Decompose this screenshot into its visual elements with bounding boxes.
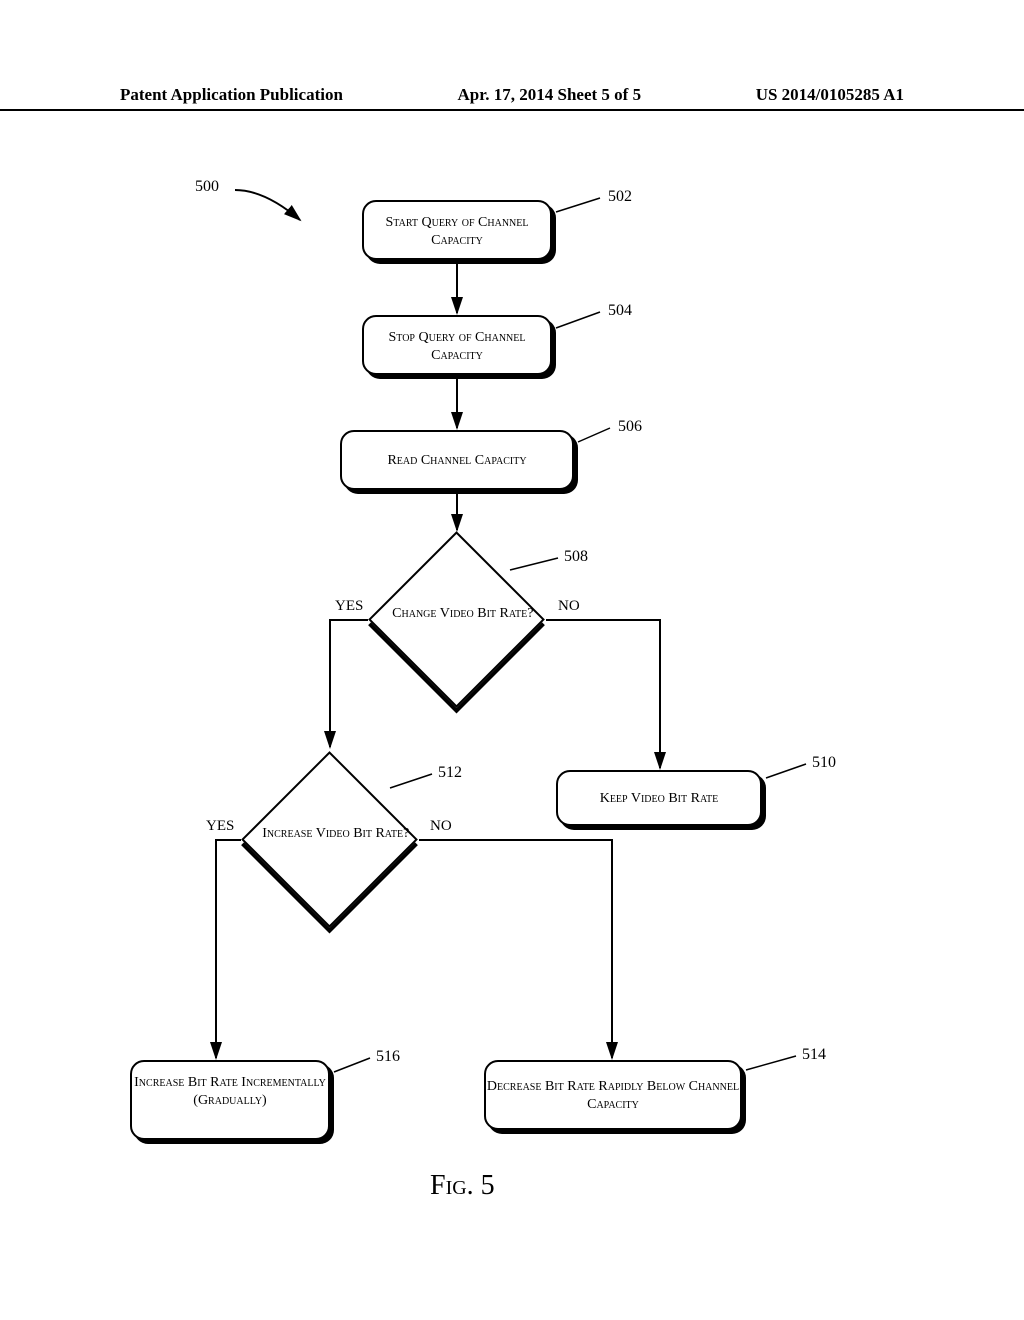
diamond-change-bitrate: Change Video Bit Rate? bbox=[368, 531, 545, 708]
label-512-no: NO bbox=[430, 818, 452, 835]
diamond-512-text: Increase Video Bit Rate? bbox=[256, 824, 416, 842]
figure-label: Fig. 5 bbox=[430, 1170, 495, 1202]
header-right: US 2014/0105285 A1 bbox=[756, 85, 904, 105]
box-read-capacity: Read Channel Capacity bbox=[340, 430, 574, 490]
label-508-no: NO bbox=[558, 598, 580, 615]
diamond-508-text: Change Video Bit Rate? bbox=[383, 604, 543, 622]
box-decrease-bitrate: Decrease Bit Rate Rapidly Below Channel … bbox=[484, 1060, 742, 1130]
ref-510: 510 bbox=[812, 754, 836, 772]
page-header: Patent Application Publication Apr. 17, … bbox=[0, 85, 1024, 111]
flowchart-diagram: 500 Start Query of Channel Capacity 502 … bbox=[0, 160, 1024, 1260]
ref-514: 514 bbox=[802, 1046, 826, 1064]
ref-508: 508 bbox=[564, 548, 588, 566]
ref-502: 502 bbox=[608, 188, 632, 206]
ref-504: 504 bbox=[608, 302, 632, 320]
box-stop-query: Stop Query of Channel Capacity bbox=[362, 315, 552, 375]
ref-506: 506 bbox=[618, 418, 642, 436]
header-left: Patent Application Publication bbox=[120, 85, 343, 105]
label-512-yes: YES bbox=[206, 818, 234, 835]
box-start-query: Start Query of Channel Capacity bbox=[362, 200, 552, 260]
label-508-yes: YES bbox=[335, 598, 363, 615]
ref-500: 500 bbox=[195, 178, 219, 196]
box-keep-bitrate: Keep Video Bit Rate bbox=[556, 770, 762, 826]
box-increase-bitrate: Increase Bit Rate Incrementally (Gradual… bbox=[130, 1060, 330, 1140]
ref-512: 512 bbox=[438, 764, 462, 782]
header-center: Apr. 17, 2014 Sheet 5 of 5 bbox=[458, 85, 642, 105]
diamond-increase-bitrate: Increase Video Bit Rate? bbox=[241, 751, 418, 928]
ref-516: 516 bbox=[376, 1048, 400, 1066]
